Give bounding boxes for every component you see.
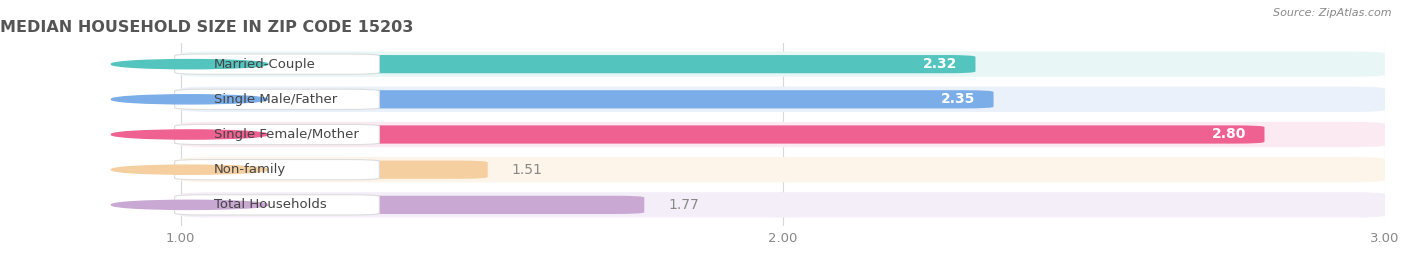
Circle shape <box>111 165 269 174</box>
FancyBboxPatch shape <box>180 87 1385 112</box>
Circle shape <box>111 95 269 104</box>
FancyBboxPatch shape <box>174 160 380 180</box>
FancyBboxPatch shape <box>180 122 1385 147</box>
FancyBboxPatch shape <box>174 195 380 215</box>
Text: 1.51: 1.51 <box>512 163 543 177</box>
FancyBboxPatch shape <box>180 196 644 214</box>
FancyBboxPatch shape <box>180 192 1385 218</box>
FancyBboxPatch shape <box>174 54 380 74</box>
FancyBboxPatch shape <box>180 55 976 73</box>
Text: 2.80: 2.80 <box>1212 128 1247 141</box>
FancyBboxPatch shape <box>174 124 380 145</box>
Text: MEDIAN HOUSEHOLD SIZE IN ZIP CODE 15203: MEDIAN HOUSEHOLD SIZE IN ZIP CODE 15203 <box>0 20 413 35</box>
FancyBboxPatch shape <box>180 125 1264 144</box>
Text: Single Male/Father: Single Male/Father <box>214 93 337 106</box>
Text: Source: ZipAtlas.com: Source: ZipAtlas.com <box>1274 8 1392 18</box>
FancyBboxPatch shape <box>174 89 380 109</box>
Circle shape <box>111 59 269 69</box>
Text: Married-Couple: Married-Couple <box>214 58 315 71</box>
FancyBboxPatch shape <box>180 161 488 179</box>
Circle shape <box>111 200 269 210</box>
Text: 2.35: 2.35 <box>941 92 976 106</box>
Text: Total Households: Total Households <box>214 198 326 211</box>
Text: 1.77: 1.77 <box>668 198 699 212</box>
FancyBboxPatch shape <box>180 51 1385 77</box>
Text: Single Female/Mother: Single Female/Mother <box>214 128 359 141</box>
FancyBboxPatch shape <box>180 157 1385 182</box>
Text: Non-family: Non-family <box>214 163 285 176</box>
Circle shape <box>111 130 269 139</box>
FancyBboxPatch shape <box>180 90 994 108</box>
Text: 2.32: 2.32 <box>922 57 957 71</box>
